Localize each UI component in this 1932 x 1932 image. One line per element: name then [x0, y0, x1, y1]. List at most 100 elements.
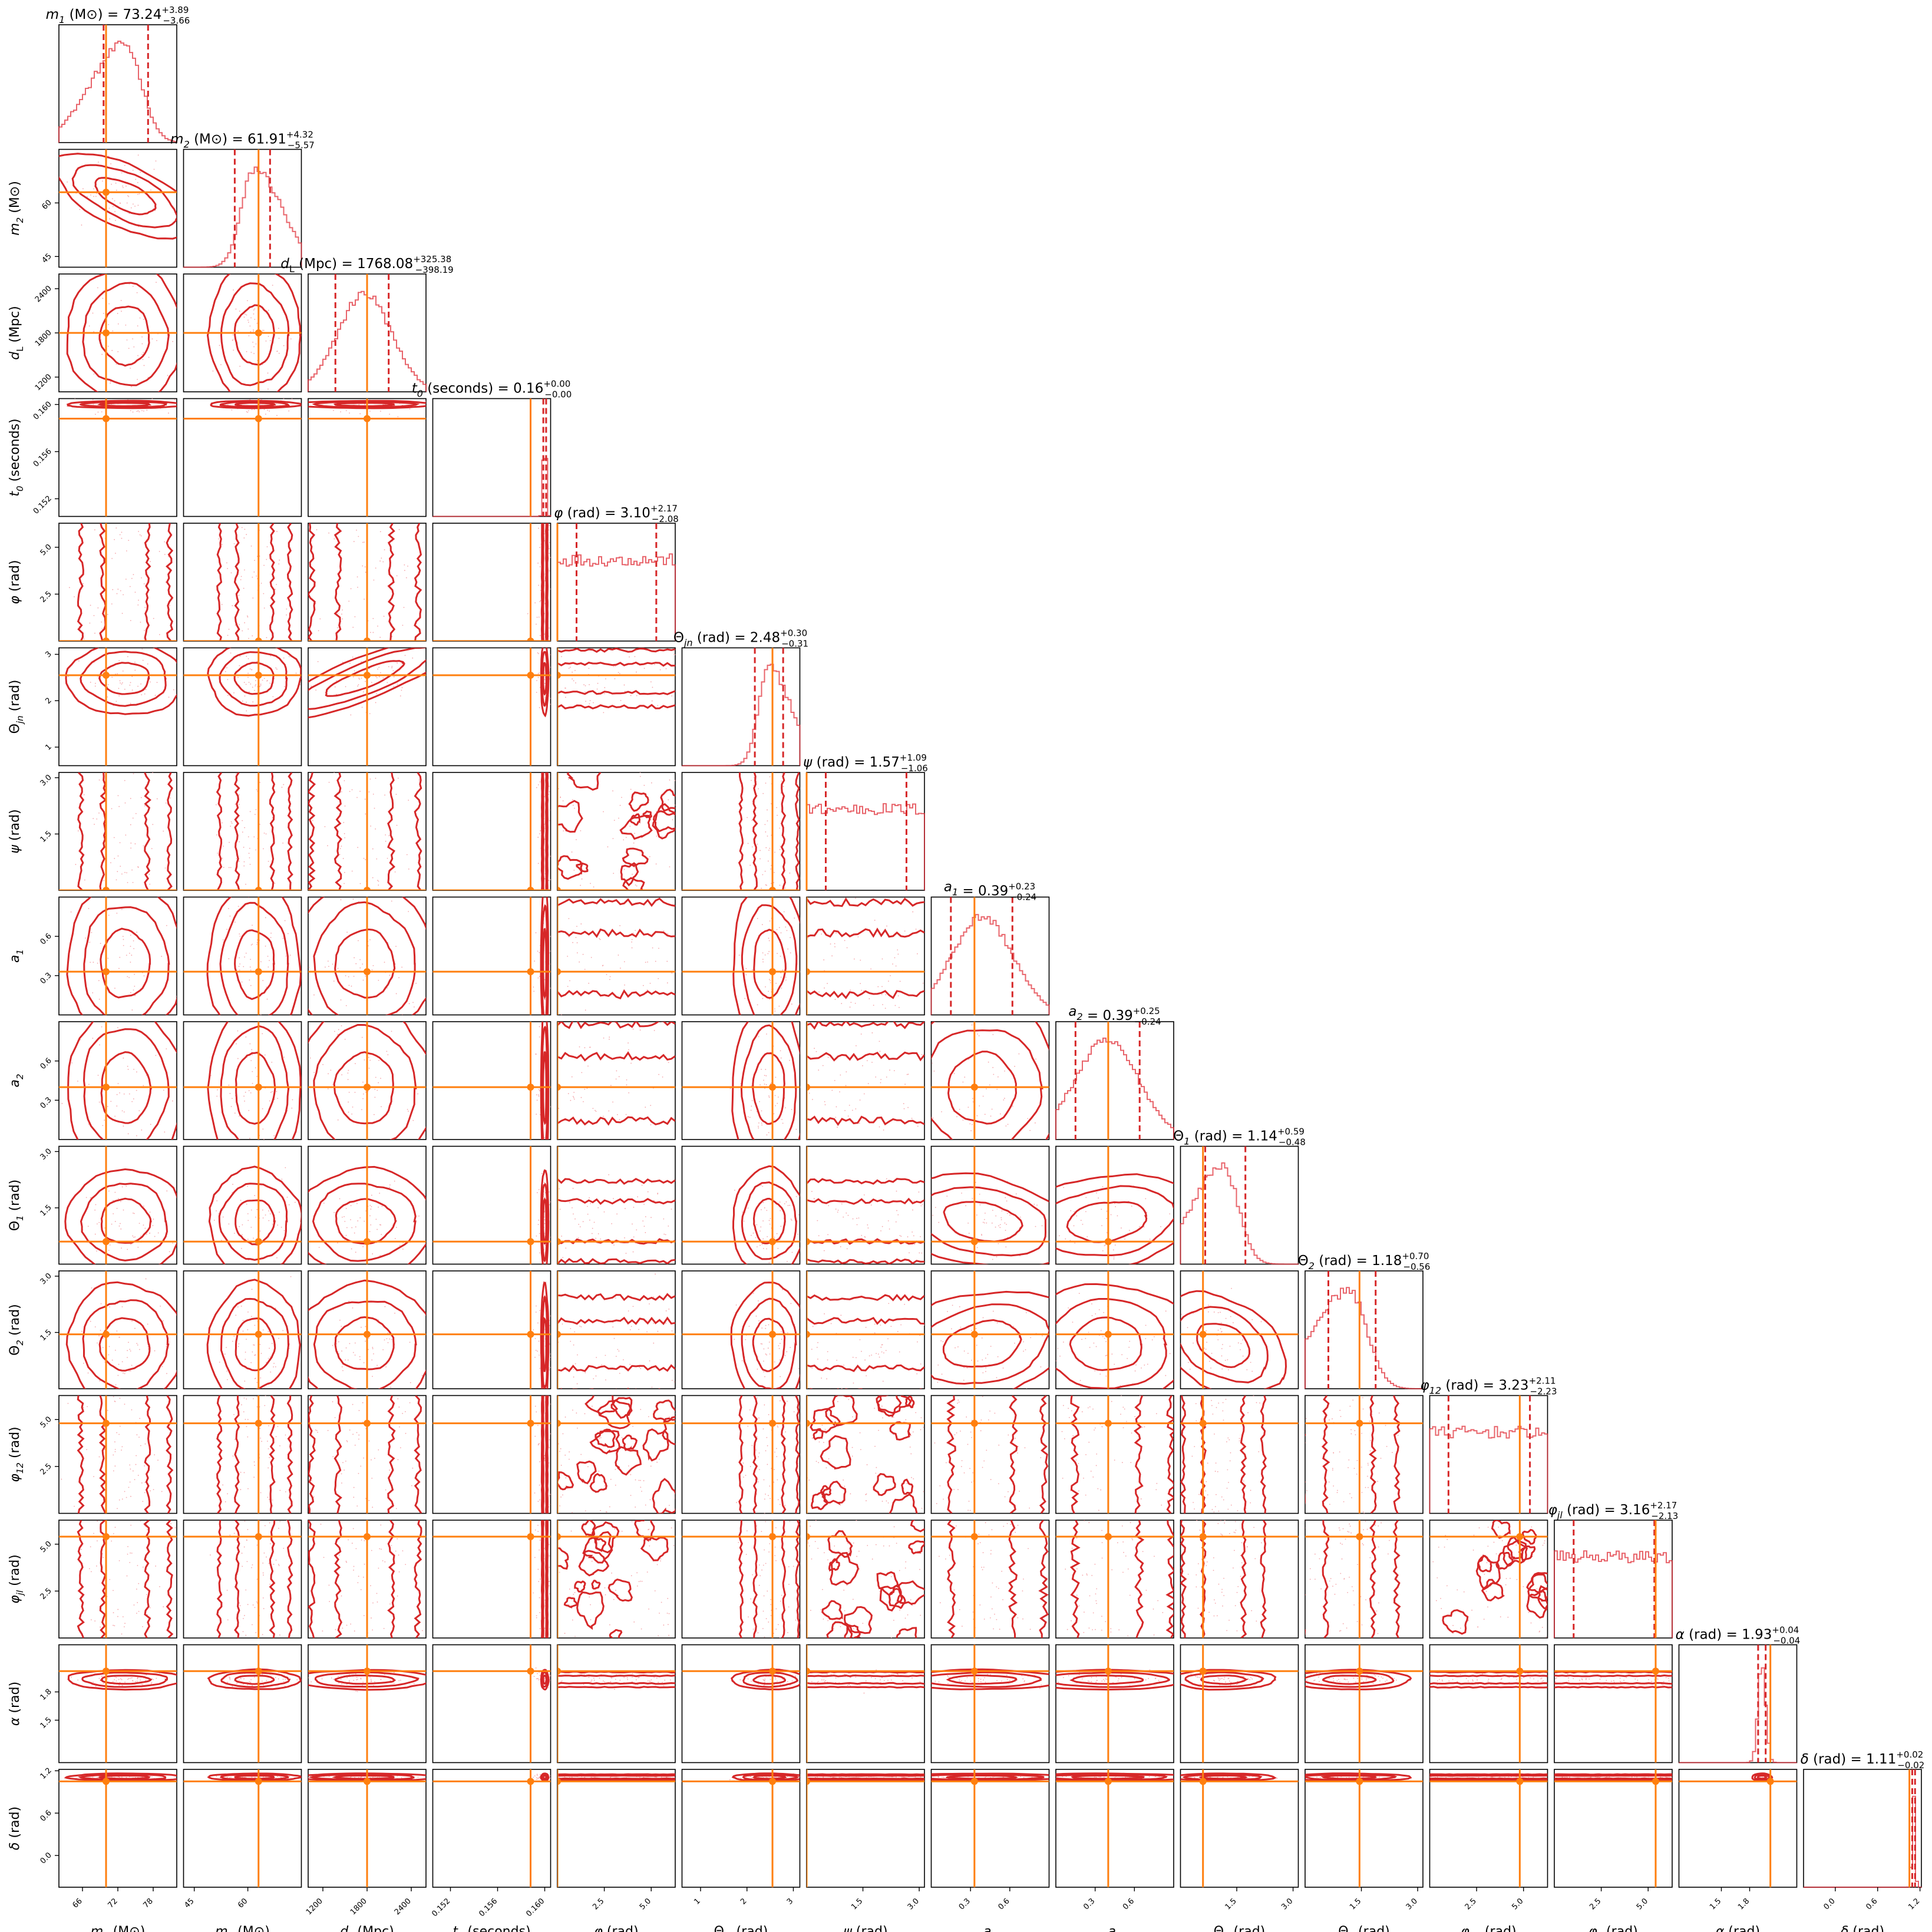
scatter-panel-12-4 — [557, 1520, 676, 1639]
sample-dot — [572, 799, 573, 801]
sample-dot — [373, 579, 375, 581]
sample-dot — [122, 682, 123, 683]
sample-dot — [921, 1252, 923, 1254]
sample-dot — [1008, 1434, 1009, 1436]
sample-dot — [897, 953, 899, 955]
sample-dot — [762, 1428, 764, 1430]
sample-dot — [785, 1107, 786, 1109]
sample-dot — [764, 1498, 765, 1500]
sample-dot — [1154, 1336, 1155, 1337]
sample-dot — [984, 1114, 986, 1115]
sample-dot — [539, 1484, 540, 1486]
sample-dot — [768, 1132, 770, 1134]
sample-dot — [273, 1363, 275, 1364]
sample-dot — [912, 1209, 913, 1211]
sample-dot — [1181, 1313, 1183, 1315]
sample-dot — [758, 1127, 759, 1129]
contour — [269, 772, 276, 890]
sample-dot — [631, 941, 633, 943]
sample-dot — [403, 607, 405, 608]
sample-dot — [397, 662, 398, 664]
sample-dot — [638, 1329, 639, 1330]
sample-dot — [876, 1353, 877, 1354]
sample-dot — [394, 871, 396, 873]
sample-dot — [1228, 1482, 1229, 1483]
sample-dot — [362, 1081, 364, 1083]
sample-dot — [787, 1205, 789, 1206]
sample-dot — [260, 683, 262, 685]
sample-dot — [674, 804, 675, 806]
sample-dot — [855, 897, 856, 899]
sample-dot — [100, 1303, 102, 1304]
sample-dot — [1009, 1214, 1010, 1216]
sample-dot — [604, 687, 606, 688]
sample-dot — [764, 1075, 765, 1076]
scatter-panel-6-1 — [183, 772, 302, 891]
sample-dot — [351, 985, 352, 987]
sample-dot — [613, 1198, 614, 1200]
sample-dot — [313, 994, 315, 996]
truth-point — [364, 887, 371, 890]
sample-dot — [560, 1013, 562, 1015]
sample-dot — [93, 188, 95, 190]
sample-dot — [897, 995, 899, 996]
sample-dot — [1029, 1507, 1031, 1509]
sample-dot — [621, 1436, 623, 1438]
sample-dot — [253, 414, 255, 415]
panel-frame — [1180, 1145, 1299, 1265]
hist-panel-5: Θjn (rad) = 2.48+0.30 −0.31 — [673, 628, 808, 767]
truth-point — [364, 671, 371, 679]
sample-dot — [863, 1093, 865, 1095]
sample-dot — [633, 1236, 635, 1238]
sample-dot — [763, 1348, 765, 1350]
sample-dot — [768, 1414, 770, 1415]
sample-dot — [875, 1472, 877, 1474]
sample-dot — [600, 1510, 601, 1511]
sample-dot — [244, 622, 246, 623]
sample-dot — [534, 960, 536, 962]
sample-dot — [385, 1366, 387, 1368]
sample-dot — [333, 394, 334, 395]
sample-dot — [963, 1350, 965, 1352]
sample-dot — [306, 1256, 308, 1257]
hist-title: a2 = 0.39+0.25 −0.24 — [1068, 1004, 1161, 1027]
sample-dot — [537, 1531, 539, 1533]
sample-dot — [226, 929, 228, 930]
sample-dot — [989, 1084, 990, 1086]
sample-dot — [636, 885, 638, 887]
contour — [210, 399, 302, 409]
sample-dot — [368, 1440, 370, 1442]
sample-dot — [262, 329, 263, 331]
sample-dot — [238, 804, 240, 805]
sample-dot — [235, 772, 237, 774]
sample-dot — [1103, 1312, 1105, 1313]
sample-dot — [128, 977, 130, 978]
sample-dot — [991, 1222, 993, 1224]
sample-dot — [264, 1525, 266, 1527]
sample-dot — [243, 847, 245, 848]
sample-dot — [1207, 1494, 1208, 1496]
panel-frame — [1803, 1769, 1922, 1888]
sample-dot — [549, 809, 551, 811]
sample-dot — [550, 1403, 551, 1405]
sample-dot — [132, 1212, 134, 1214]
panel-frame — [58, 1145, 177, 1265]
sample-dot — [311, 1480, 312, 1482]
sample-dot — [640, 1409, 642, 1411]
sample-dot — [554, 617, 556, 618]
sample-dot — [156, 340, 157, 341]
sample-dot — [412, 1119, 414, 1121]
sample-dot — [641, 1491, 642, 1492]
sample-dot — [136, 1089, 137, 1091]
sample-dot — [125, 834, 127, 836]
sample-dot — [141, 336, 143, 338]
sample-dot — [599, 939, 601, 940]
sample-dot — [132, 411, 134, 413]
sample-dot — [734, 1190, 735, 1191]
sample-dot — [111, 1540, 113, 1542]
sample-dot — [599, 1437, 600, 1439]
sample-dot — [259, 1343, 261, 1345]
panel-frame — [1304, 1395, 1424, 1514]
sample-dot — [999, 1224, 1001, 1226]
sample-dot — [328, 532, 330, 534]
